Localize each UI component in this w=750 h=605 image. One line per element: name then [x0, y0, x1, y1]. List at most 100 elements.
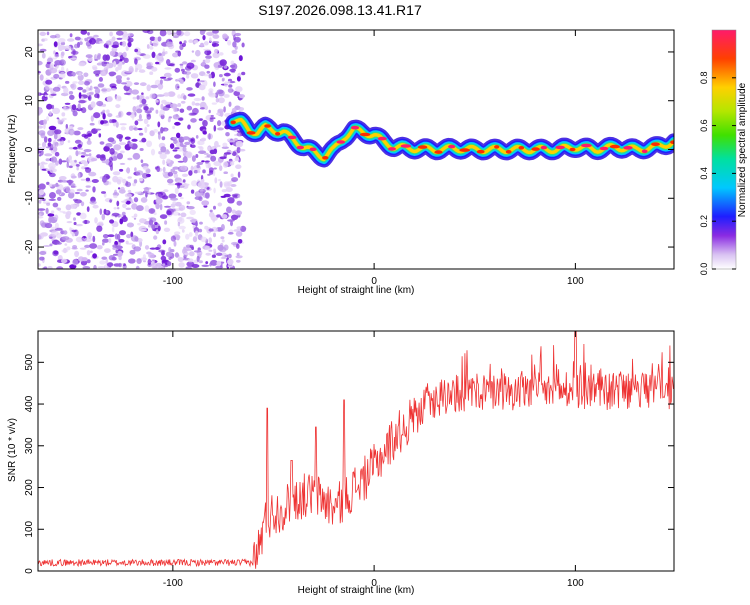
noise-blob	[125, 70, 133, 73]
noise-blob	[172, 211, 180, 216]
noise-blob	[67, 156, 72, 164]
noise-blob	[67, 140, 71, 143]
noise-blob	[46, 181, 50, 185]
noise-blob	[148, 208, 156, 214]
noise-blob	[131, 215, 137, 218]
spectrogram-ytick-label: 20	[24, 46, 35, 58]
noise-blob	[38, 216, 44, 219]
noise-blob	[193, 250, 202, 253]
noise-blob	[85, 177, 91, 182]
noise-blob	[134, 48, 139, 53]
noise-blob	[76, 188, 83, 192]
noise-blob	[186, 62, 195, 69]
noise-blob	[102, 113, 106, 120]
noise-blob	[175, 83, 180, 91]
noise-blob	[98, 221, 104, 225]
noise-blob	[158, 133, 161, 140]
noise-blob	[73, 217, 76, 221]
noise-blob	[86, 86, 90, 92]
noise-blob	[229, 68, 236, 72]
noise-blob	[78, 72, 82, 77]
ridge-peak	[599, 146, 609, 151]
colorbar-label: Normalized spectral amplitude	[737, 82, 748, 217]
noise-blob	[154, 37, 158, 41]
noise-blob	[49, 111, 52, 116]
noise-blob	[49, 192, 56, 199]
noise-blob	[84, 244, 91, 248]
ridge-peak	[670, 140, 674, 144]
noise-blob	[66, 246, 71, 251]
noise-blob	[89, 122, 95, 126]
noise-blob	[166, 158, 171, 163]
noise-blob	[53, 73, 60, 79]
noise-blob	[127, 176, 132, 179]
noise-blob	[80, 178, 86, 181]
noise-blob	[238, 55, 243, 62]
noise-blob	[113, 194, 118, 199]
noise-blob	[142, 172, 149, 179]
noise-blob	[157, 191, 166, 198]
colorbar-ticks: 0.0 0.2 0.4 0.6 0.8	[699, 72, 736, 275]
noise-blob	[213, 187, 216, 194]
noise-blob	[223, 182, 231, 189]
figure-title: S197.2026.098.13.41.R17	[258, 2, 422, 18]
noise-blob	[46, 61, 51, 65]
noise-blob	[45, 79, 53, 85]
noise-blob	[208, 73, 212, 79]
noise-blob	[217, 202, 223, 207]
noise-blob	[179, 142, 184, 147]
noise-blob	[170, 235, 176, 242]
noise-blob	[132, 182, 136, 187]
noise-blob	[170, 197, 179, 201]
noise-blob	[132, 96, 137, 100]
noise-blob	[197, 170, 201, 173]
ridge-peak	[476, 149, 485, 154]
noise-blob	[90, 115, 94, 122]
noise-blob	[54, 53, 60, 58]
noise-blob	[123, 57, 129, 63]
ridge-peak	[540, 145, 548, 150]
noise-blob	[42, 198, 46, 202]
noise-blob	[90, 101, 96, 108]
noise-blob	[208, 88, 214, 93]
noise-blob	[53, 50, 56, 55]
noise-blob	[108, 156, 113, 163]
noise-blob	[157, 225, 161, 232]
noise-blob	[93, 112, 101, 119]
noise-blob	[59, 210, 66, 213]
noise-blob	[216, 260, 222, 267]
noise-blob	[91, 179, 99, 183]
noise-blob	[235, 140, 244, 148]
noise-blob	[182, 61, 188, 65]
noise-blob	[96, 100, 104, 107]
noise-blob	[107, 262, 114, 267]
noise-blob	[237, 239, 243, 244]
noise-blob	[98, 77, 103, 82]
noise-blob	[110, 88, 117, 91]
spectrogram-xtick-label: -100	[163, 276, 183, 287]
noise-blob	[182, 179, 186, 183]
noise-blob	[115, 95, 122, 102]
noise-blob	[177, 50, 182, 57]
noise-blob	[77, 103, 81, 110]
noise-blob	[52, 146, 58, 152]
noise-blob	[99, 208, 103, 215]
noise-blob	[166, 59, 171, 65]
noise-blob	[75, 223, 83, 227]
ridge-peak	[434, 150, 443, 154]
noise-blob	[236, 243, 240, 249]
noise-blob	[94, 87, 101, 94]
noise-blob	[79, 41, 83, 45]
noise-blob	[89, 243, 98, 249]
noise-blob	[163, 189, 169, 193]
noise-blob	[69, 57, 78, 60]
noise-blob	[154, 221, 158, 226]
noise-blob	[71, 185, 77, 188]
noise-blob	[142, 254, 146, 260]
noise-blob	[162, 159, 166, 165]
ridge-peak	[555, 145, 565, 150]
noise-blob	[113, 60, 117, 68]
noise-blob	[50, 93, 57, 97]
noise-blob	[196, 161, 204, 166]
noise-blob	[190, 118, 197, 123]
